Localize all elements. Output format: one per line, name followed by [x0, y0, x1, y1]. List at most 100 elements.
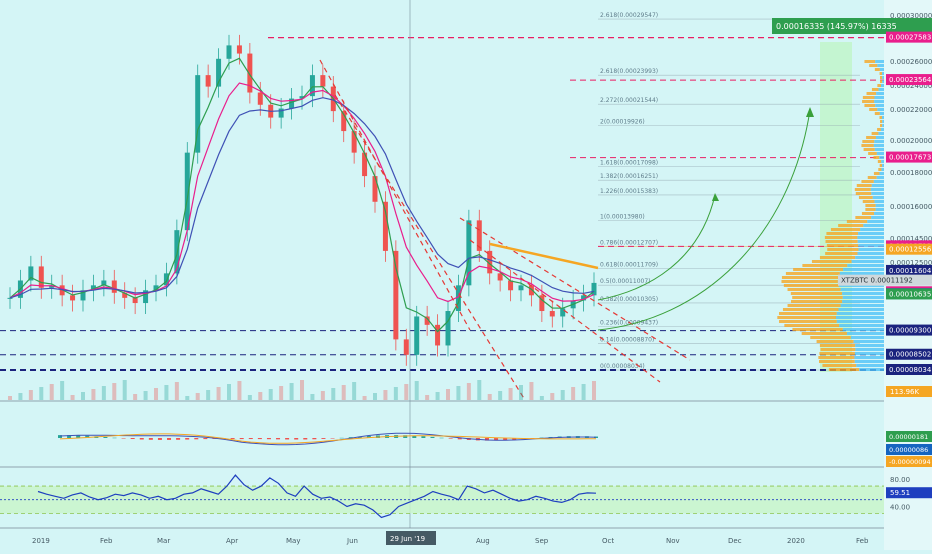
candle-body [497, 273, 503, 281]
candle-body [257, 92, 263, 105]
candle-body [476, 220, 482, 251]
volume-bar [477, 380, 482, 400]
candle-body [226, 45, 232, 59]
macd-histogram-bar [321, 438, 326, 439]
volume-profile-bar [869, 64, 878, 67]
volume-bar [446, 389, 450, 400]
fib-level-label: 0.618(0.00011709) [600, 262, 658, 269]
price-tag [886, 31, 932, 43]
volume-bar [185, 396, 190, 400]
volume-profile-bar [816, 340, 854, 343]
volume-profile-bar [855, 216, 872, 219]
projection-arrow-short [597, 194, 716, 301]
volume-profile-bar [861, 180, 874, 183]
volume-profile-bar [870, 188, 884, 191]
fib-level-label: 0.786(0.00012707) [600, 239, 658, 246]
fib-level-label: 2.618(0.00029547) [600, 12, 658, 19]
candle-body [143, 290, 149, 304]
projection-arrow-long [597, 109, 811, 331]
price-tag-label: 0.00011604 [889, 267, 932, 275]
volume-profile-bar [873, 144, 884, 147]
volume-bar [529, 382, 534, 400]
volume-profile-bar [878, 168, 882, 171]
volume-bar [310, 394, 315, 400]
price-tag [886, 151, 932, 163]
volume-profile-bar [877, 64, 884, 67]
macd-histogram-bar [494, 438, 499, 441]
volume-profile-bar [879, 68, 884, 71]
measurement-box [772, 18, 932, 34]
volume-profile-bar [781, 276, 839, 279]
candle-body [518, 285, 524, 291]
crosshair-date-box [386, 531, 436, 545]
volume-profile-bar [874, 140, 884, 143]
y-tick-label: 0.00016000 [890, 203, 932, 211]
resistance-line [489, 242, 599, 270]
volume-profile-bar [856, 364, 884, 367]
volume-profile-bar [879, 116, 882, 119]
price-tag-label: 0.00008034 [889, 366, 932, 374]
candle-body [455, 285, 461, 312]
volume-profile-bar [862, 96, 875, 99]
price-tag [886, 364, 932, 375]
volume-profile-bar [787, 304, 841, 307]
volume-bar [91, 389, 96, 400]
volume-profile-bar [858, 248, 884, 251]
volume-profile-bar [847, 264, 884, 267]
volume-profile-bar [846, 220, 868, 223]
volume-profile-bar [864, 104, 876, 107]
volume-profile-bar [876, 92, 884, 95]
volume-profile-bar [854, 188, 871, 191]
candle-body [111, 280, 117, 293]
arrow-head [806, 107, 814, 117]
volume-profile-bar [879, 164, 883, 167]
volume-profile-bar [874, 96, 884, 99]
volume-bar [133, 394, 138, 400]
volume-profile-bar [858, 232, 884, 235]
rsi-line [37, 474, 597, 519]
volume-profile-bar [839, 272, 884, 275]
candle-body [236, 45, 242, 54]
volume-profile-bar [782, 308, 839, 311]
candle-body [581, 295, 587, 301]
volume-profile-bar [871, 132, 879, 135]
volume-bar [268, 389, 273, 400]
fib-level-label: 1.618(0.00017098) [600, 159, 658, 166]
price-tag [886, 348, 932, 360]
volume-profile-bar [880, 128, 884, 131]
price-tag [886, 74, 932, 86]
candle-body [362, 152, 368, 177]
macd-histogram-bar [67, 435, 72, 438]
volume-profile-bar [860, 228, 884, 231]
price-tag-label: 0.00027583 [889, 34, 931, 42]
volume-profile-bar [840, 304, 884, 307]
macd-histogram-bar [257, 438, 262, 440]
volume-profile-bar [819, 352, 855, 355]
candle-body [445, 311, 451, 346]
volume-bar [154, 388, 158, 400]
candle-body [591, 282, 597, 296]
macd-histogram-bar [312, 438, 317, 440]
volume-profile-bar [876, 176, 884, 179]
volume-profile-bar [835, 316, 884, 319]
volume-profile-bar [778, 312, 837, 315]
volume-profile-bar [875, 208, 884, 211]
volume-profile-bar [827, 248, 859, 251]
rsi-tick-label: 80.00 [890, 476, 910, 484]
volume-profile-bar [873, 172, 880, 175]
price-tag [886, 324, 932, 336]
macd-histogram-bar [167, 438, 172, 440]
candle-body [278, 108, 284, 118]
macd-histogram-bar [194, 438, 199, 440]
candle-body [153, 285, 159, 291]
volume-profile-bar [854, 356, 884, 359]
y-tick-label: 0.00014500 [890, 235, 932, 243]
volume-profile-bar [878, 88, 884, 91]
volume-profile-bar [792, 296, 843, 299]
volume-bar [383, 390, 388, 400]
candle-body [466, 220, 472, 286]
volume-profile-bar [842, 292, 884, 295]
